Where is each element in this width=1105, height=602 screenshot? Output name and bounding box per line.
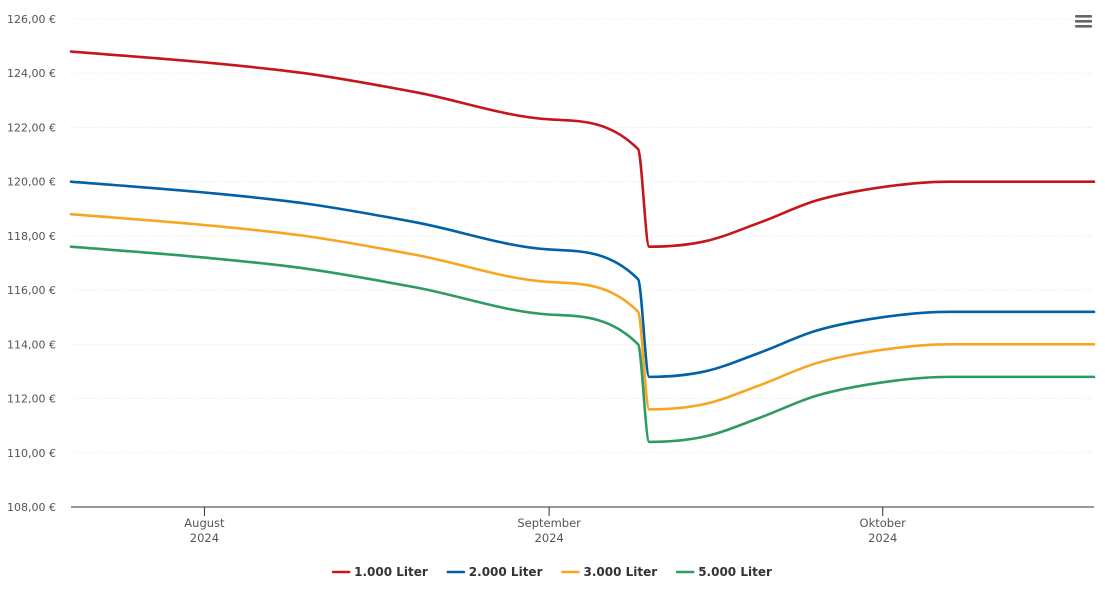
y-tick-label: 118,00 € [7, 230, 56, 243]
x-tick-year: 2024 [535, 531, 564, 545]
legend-label: 1.000 Liter [354, 565, 428, 579]
y-tick-label: 120,00 € [7, 176, 56, 189]
y-tick-label: 110,00 € [7, 447, 56, 460]
y-tick-label: 122,00 € [7, 121, 56, 134]
legend-item[interactable]: 3.000 Liter [561, 565, 658, 579]
x-tick-month: September [517, 516, 581, 530]
x-tick-month: Oktober [860, 516, 907, 530]
legend-item[interactable]: 2.000 Liter [446, 565, 543, 579]
y-tick-label: 126,00 € [7, 13, 56, 26]
x-tick-year: 2024 [868, 531, 897, 545]
x-tick-month: August [184, 516, 225, 530]
legend[interactable]: 1.000 Liter 2.000 Liter 3.000 Liter 5.000 L… [331, 565, 772, 579]
legend-item[interactable]: 1.000 Liter [331, 565, 428, 579]
legend-label: 3.000 Liter [584, 565, 658, 579]
series-line-1[interactable] [69, 50, 1096, 249]
y-axis: 108,00 € 110,00 € 112,00 € 114,00 € 116,00 €… [7, 13, 56, 514]
y-tick-label: 112,00 € [7, 393, 56, 406]
x-tick-year: 2024 [190, 531, 219, 545]
series-line-2[interactable] [69, 180, 1096, 379]
legend-label: 2.000 Liter [469, 565, 543, 579]
y-tick-label: 116,00 € [7, 284, 56, 297]
series-line-4[interactable] [69, 245, 1096, 444]
y-tick-label: 124,00 € [7, 67, 56, 80]
y-tick-label: 114,00 € [7, 338, 56, 351]
series-lines [69, 50, 1096, 444]
series-line-3[interactable] [69, 212, 1096, 411]
legend-label: 5.000 Liter [698, 565, 772, 579]
legend-item[interactable]: 5.000 Liter [675, 565, 772, 579]
hamburger-menu-icon[interactable] [1075, 15, 1092, 28]
y-tick-label: 108,00 € [7, 501, 56, 514]
y-gridlines [71, 18, 1094, 454]
